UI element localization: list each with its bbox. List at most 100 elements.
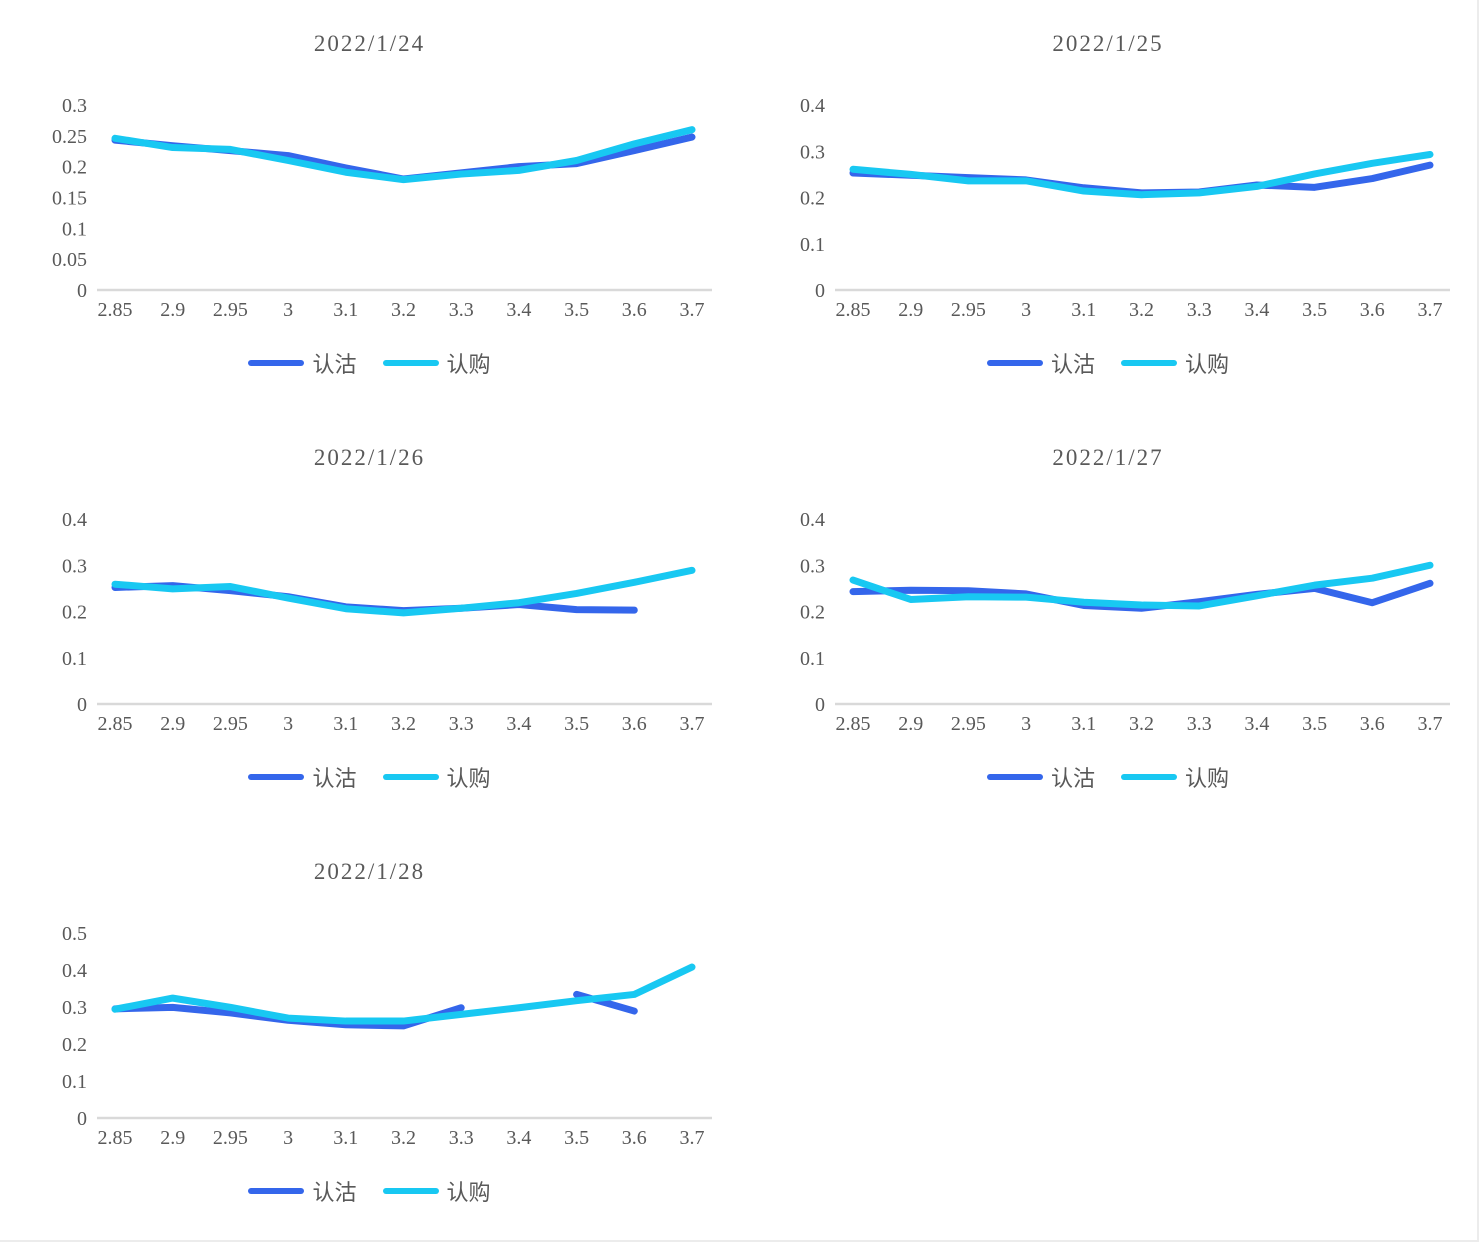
y-tick-label: 0.15 [52,188,87,210]
x-tick-label: 3.1 [333,1127,358,1149]
y-tick-label: 0.2 [62,1034,87,1056]
x-tick-label: 3.4 [1244,713,1269,735]
x-tick-label: 3.6 [621,1127,646,1149]
put-line-swatch [986,774,1043,780]
x-tick-label: 3.5 [564,299,589,321]
x-tick-label: 2.9 [160,1127,185,1149]
y-tick-label: 0.2 [800,188,825,210]
x-tick-label: 3.3 [448,299,473,321]
x-tick-label: 3.3 [448,1127,473,1149]
chart-title: 2022/1/26 [313,445,426,470]
legend: 认沽 认购 [0,349,739,377]
x-tick-label: 3.5 [564,713,589,735]
line-plot: 0 0.1 0.2 0.3 0.4 0.5 2.85 2.9 2.95 3 3.1 3.2 3.3 3.4… [62,923,712,1149]
x-tick-label: 2.85 [97,1127,132,1149]
y-tick-label: 0.1 [62,1071,87,1093]
legend: 认沽 认购 [0,1177,739,1205]
call-line [111,963,695,1025]
legend-item-put: 认沽 [248,1175,357,1207]
x-tick-label: 3.2 [1129,299,1154,321]
call-line [849,150,1434,199]
x-tick-label: 3 [283,299,293,321]
y-tick-label: 0 [77,280,87,302]
y-tick-label: 0.1 [800,234,825,256]
put-line-swatch [248,774,305,780]
y-tick-label: 0.05 [52,249,87,271]
x-tick-label: 3.7 [679,1127,704,1149]
chart-title: 2022/1/25 [1052,31,1164,56]
legend-label-call: 认购 [1185,766,1230,791]
legend-item-call: 认购 [382,347,491,379]
x-tick-label: 3.6 [1360,299,1385,321]
x-tick-label: 3.3 [1187,299,1212,321]
y-tick-label: 0.25 [52,126,87,148]
x-tick-label: 2.9 [898,299,923,321]
x-tick-label: 3.1 [333,299,358,321]
x-tick-label: 3.5 [1302,713,1327,735]
x-tick-label: 3.2 [391,1127,416,1149]
call-line-swatch [382,774,439,780]
x-tick-label: 3.5 [564,1127,589,1149]
x-tick-label: 3.2 [1129,713,1154,735]
legend-item-call: 认购 [382,1175,491,1207]
x-tick-label: 2.9 [898,713,923,735]
chart-2022-1-28: 2022/1/28 0 0.1 0.2 0.3 0.4 0.5 2.85 2.9 2.95 3 3.… [0,828,739,1240]
x-tick-label: 3.3 [448,713,473,735]
put-line-swatch [248,1188,305,1194]
x-tick-label: 2.9 [160,299,185,321]
x-tick-label: 3.7 [679,713,704,735]
x-tick-label: 2.95 [212,713,247,735]
legend-item-call: 认购 [1121,761,1229,793]
x-tick-label: 3.3 [1187,713,1212,735]
x-tick-label: 3 [283,1127,293,1149]
x-tick-label: 3.4 [506,299,531,321]
call-line [111,566,695,617]
chart-2022-1-26: 2022/1/26 0 0.1 0.2 0.3 0.4 2.85 2.9 2.95 3 3.1 3.… [0,414,739,828]
x-tick-label: 3.6 [1360,713,1385,735]
legend-label-put: 认沽 [312,352,357,377]
y-tick-label: 0.3 [62,95,87,117]
x-tick-label: 3.2 [391,299,416,321]
x-tick-label: 2.95 [951,713,986,735]
x-tick-label: 3 [1021,299,1031,321]
empty-cell [739,828,1477,1240]
x-tick-label: 3.6 [621,299,646,321]
legend-item-call: 认购 [382,761,491,793]
x-tick-label: 2.95 [212,1127,247,1149]
x-tick-label: 3.5 [1302,299,1327,321]
y-tick-label: 0 [77,694,87,716]
legend-label-put: 认沽 [1050,766,1095,791]
y-tick-label: 0.5 [62,923,87,945]
x-tick-label: 3.7 [1418,299,1443,321]
x-tick-label: 2.85 [836,713,871,735]
legend-item-put: 认沽 [986,761,1095,793]
y-tick-label: 0.4 [62,509,87,531]
line-plot: 0 0.1 0.2 0.3 0.4 2.85 2.9 2.95 3 3.1 3.2 3.3 3.4 3.5… [800,509,1450,735]
line-plot: 0 0.1 0.2 0.3 0.4 2.85 2.9 2.95 3 3.1 3.2 3.3 3.4 3.5… [62,509,712,735]
x-tick-label: 2.85 [836,299,871,321]
y-tick-label: 0 [815,694,825,716]
legend-label-call: 认购 [446,766,491,791]
y-tick-label: 0.1 [800,648,825,670]
x-tick-label: 3.2 [391,713,416,735]
chart-title: 2022/1/28 [313,859,426,884]
line-plot: 0 0.1 0.2 0.3 0.4 2.85 2.9 2.95 3 3.1 3.2 3.3 3.4 3.5… [800,95,1450,321]
call-line-swatch [382,1188,439,1194]
legend: 认沽 认购 [739,763,1477,791]
call-line-swatch [1121,360,1177,366]
chart-2022-1-24: 2022/1/24 0 0.05 0.1 0.15 0.2 0.25 0.3 2.85 2.9 2… [0,0,739,414]
y-tick-label: 0.3 [800,141,825,163]
legend-item-call: 认购 [1121,347,1229,379]
x-tick-label: 3 [1021,713,1031,735]
chart-2022-1-25: 2022/1/25 0 0.1 0.2 0.3 0.4 2.85 2.9 2.95 3 3.1 3.… [739,0,1477,414]
chart-title: 2022/1/27 [1052,445,1164,470]
y-tick-label: 0 [815,280,825,302]
y-tick-label: 0.2 [62,157,87,179]
put-line-swatch [986,360,1043,366]
x-tick-label: 2.85 [97,299,132,321]
x-tick-label: 2.9 [160,713,185,735]
legend: 认沽 认购 [0,763,739,791]
y-tick-label: 0.3 [62,555,87,577]
